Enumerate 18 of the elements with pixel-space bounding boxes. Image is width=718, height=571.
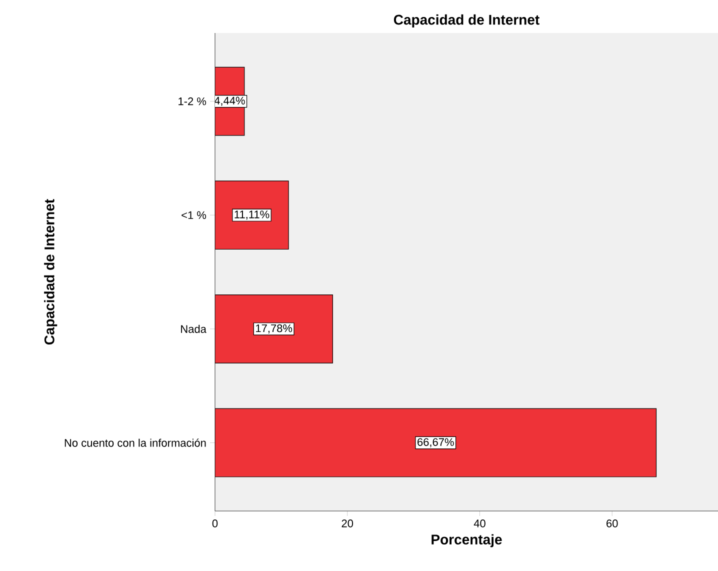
y-tick-label: 1-2 % (178, 97, 206, 106)
data-label: 4,44% (214, 96, 245, 106)
x-axis-title: Porcentaje (432, 534, 502, 548)
data-label: 66,67% (418, 438, 454, 448)
x-tick-label: 0 (212, 520, 218, 528)
x-tick-label: 20 (342, 520, 354, 528)
chart-title: Capacidad de Internet (394, 14, 540, 28)
bar (215, 180, 289, 250)
y-axis-title: Capacidad de Internet (44, 199, 58, 345)
data-label: 17,78% (256, 324, 292, 334)
bar (215, 294, 333, 364)
y-tick-label: <1 % (182, 211, 206, 219)
y-tick-label: Nada (181, 324, 206, 333)
x-tick-label: 60 (606, 520, 618, 528)
y-tick-label: No cuento con la información (64, 438, 206, 447)
bar (215, 408, 657, 478)
x-tick-label: 40 (474, 520, 486, 528)
data-label: 11,11% (234, 210, 270, 220)
